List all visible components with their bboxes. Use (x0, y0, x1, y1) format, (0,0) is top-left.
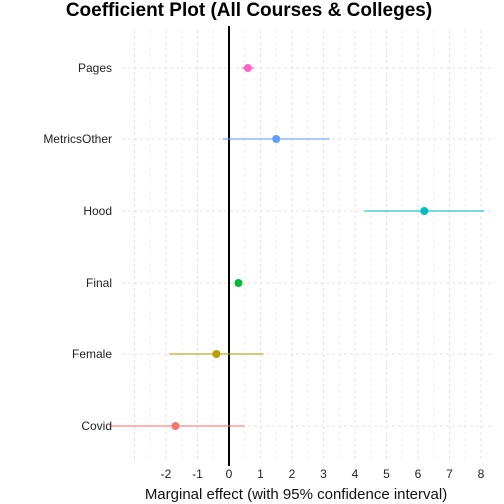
y-tick-label: MetricsOther (43, 132, 112, 146)
x-tick-label: 3 (320, 467, 327, 481)
chart-title: Coefficient Plot (All Courses & Colleges… (66, 0, 432, 21)
coefficient-marks (109, 64, 485, 430)
y-tick-label: Female (72, 347, 112, 361)
x-axis-ticks: -2 -1 0 1 2 3 4 5 6 7 8 (161, 467, 485, 481)
x-tick-label: 5 (383, 467, 390, 481)
y-tick-label: Hood (83, 204, 112, 218)
point-estimate (272, 135, 281, 143)
point-estimate (234, 279, 243, 287)
x-tick-label: 1 (257, 467, 264, 481)
x-tick-label: 6 (415, 467, 422, 481)
x-tick-label: 7 (446, 467, 453, 481)
point-estimate (171, 422, 180, 430)
y-tick-label: Pages (78, 61, 112, 75)
x-tick-label: -1 (192, 467, 203, 481)
y-tick-label: Final (86, 276, 112, 290)
grid-lines (122, 30, 495, 460)
x-tick-label: -2 (161, 467, 172, 481)
x-tick-label: 4 (352, 467, 359, 481)
x-axis-label: Marginal effect (with 95% confidence int… (145, 486, 447, 503)
point-estimate (420, 207, 429, 215)
point-estimate (212, 350, 221, 358)
y-axis-labels: Pages MetricsOther Hood Final Female Covid (43, 61, 112, 433)
x-tick-label: 8 (478, 467, 485, 481)
x-tick-label: 0 (226, 467, 233, 481)
point-estimate (243, 64, 252, 72)
y-tick-label: Covid (81, 419, 112, 433)
x-tick-label: 2 (289, 467, 296, 481)
